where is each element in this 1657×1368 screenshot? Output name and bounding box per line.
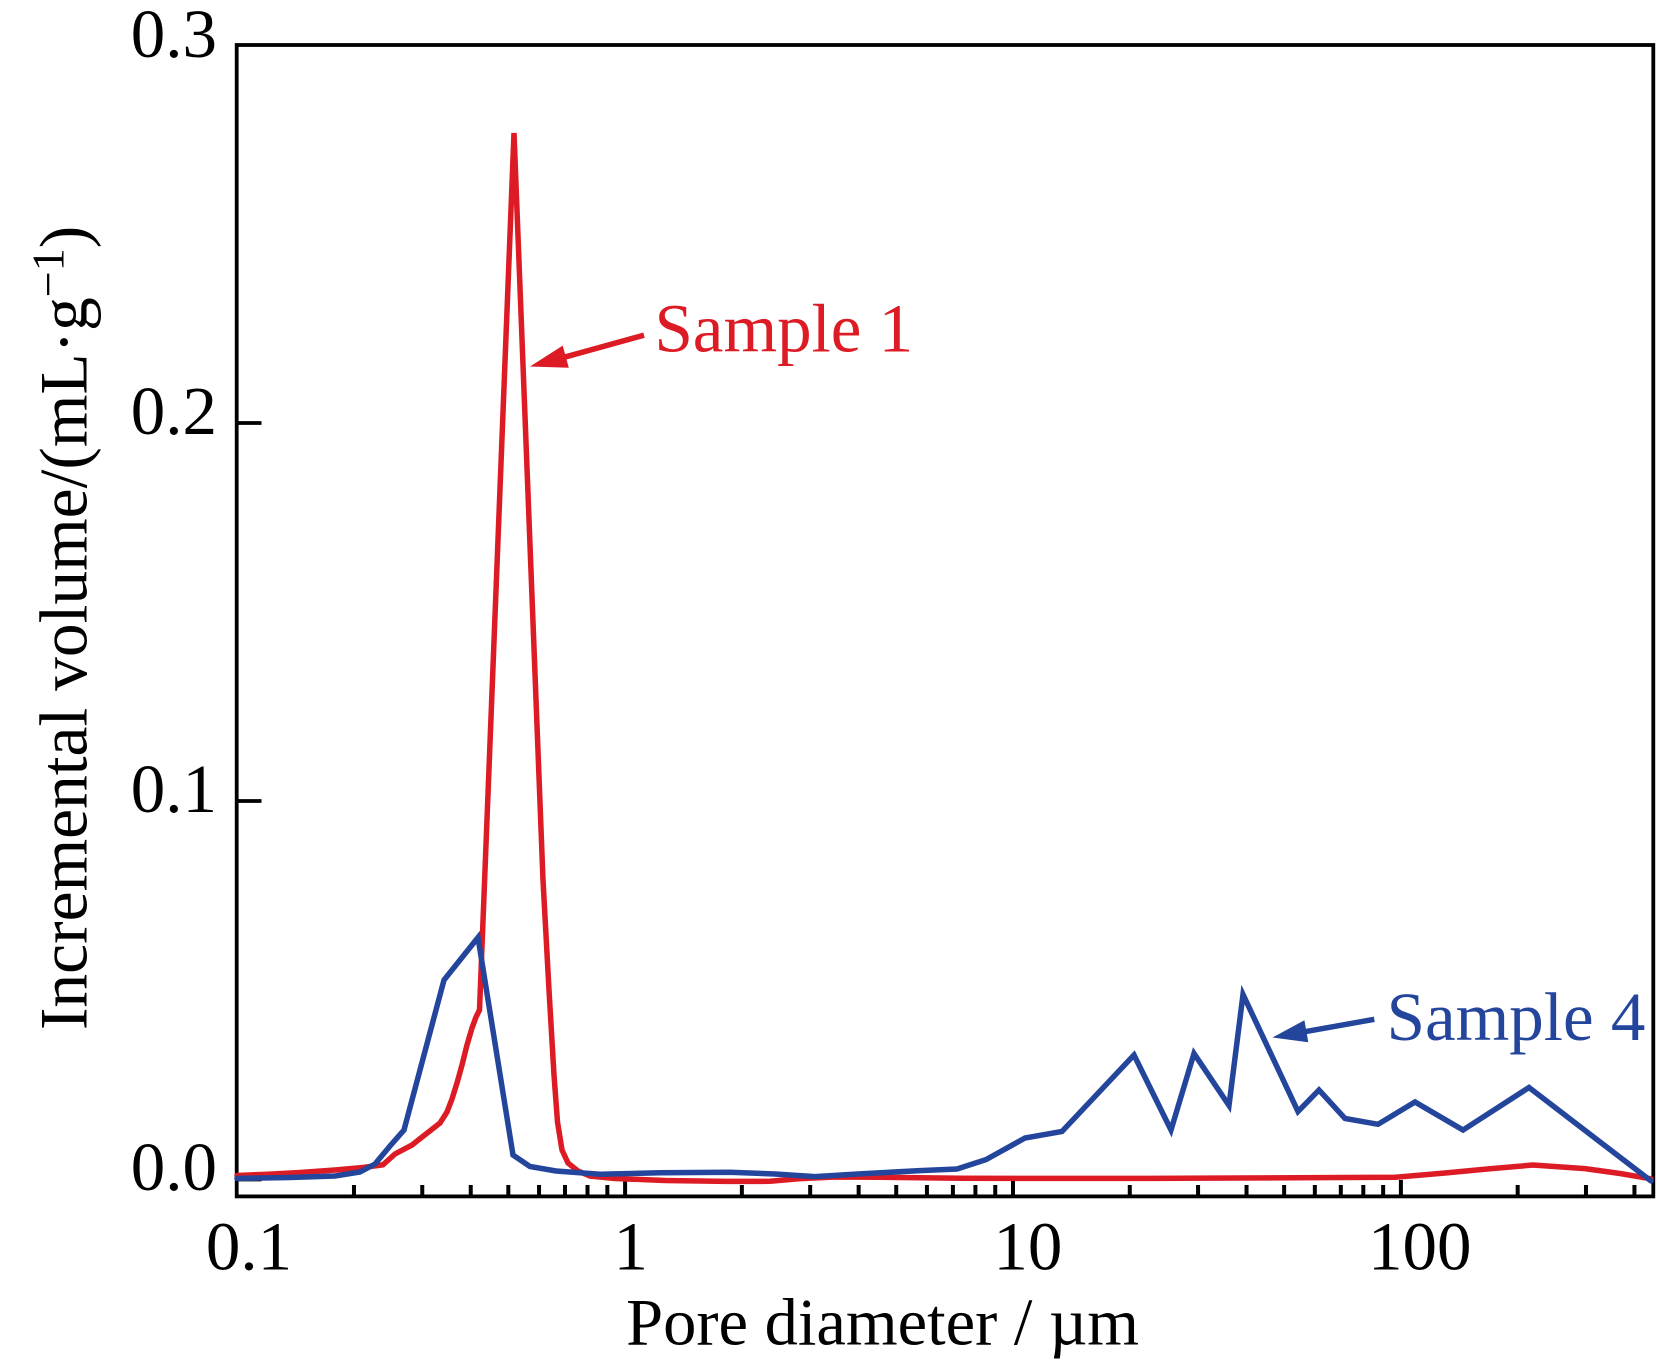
- svg-text:0.1: 0.1: [206, 1209, 292, 1285]
- svg-text:Incremental volume/(mL·g−1): Incremental volume/(mL·g−1): [23, 226, 102, 1030]
- svg-text:Pore diameter / µm: Pore diameter / µm: [626, 1287, 1139, 1360]
- svg-text:0.0: 0.0: [131, 1129, 217, 1205]
- svg-text:100: 100: [1368, 1209, 1472, 1285]
- svg-text:10: 10: [993, 1209, 1062, 1285]
- svg-text:0.3: 0.3: [131, 0, 217, 72]
- svg-text:1: 1: [613, 1209, 648, 1285]
- svg-text:Sample 1: Sample 1: [654, 291, 913, 367]
- svg-text:0.1: 0.1: [131, 751, 217, 827]
- svg-text:Sample 4: Sample 4: [1387, 979, 1646, 1055]
- svg-text:0.2: 0.2: [131, 373, 217, 449]
